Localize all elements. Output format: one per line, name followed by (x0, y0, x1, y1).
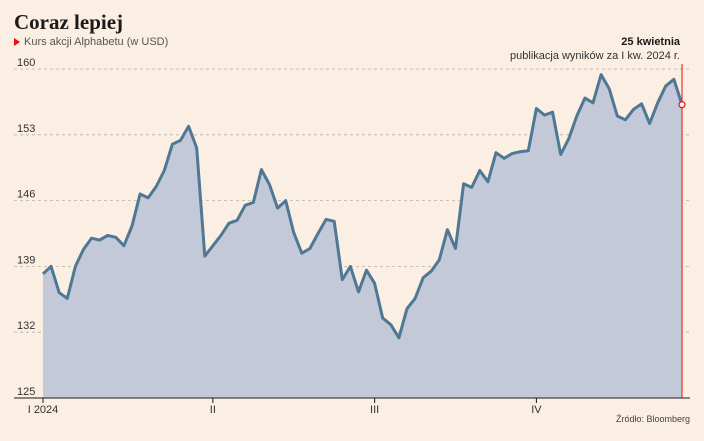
triangle-marker-icon (14, 38, 20, 46)
y-tick-label: 139 (17, 254, 35, 266)
y-tick-label: 125 (17, 386, 35, 398)
annotation-date: 25 kwietnia (621, 36, 680, 48)
chart-title: Coraz lepiej (14, 10, 124, 34)
y-tick-label: 132 (17, 320, 35, 332)
annotation-text: publikacja wyników za I kw. 2024 r. (510, 50, 680, 62)
price-line (41, 73, 684, 340)
y-tick-label: 160 (17, 57, 35, 69)
y-tick-label: 146 (17, 189, 35, 201)
subtitle-text: Kurs akcji Alphabetu (w USD) (24, 36, 169, 48)
annotation-marker-dot (678, 101, 686, 109)
y-axis-ticks: 125 132 139 146 153 160 (17, 57, 35, 398)
chart-subtitle: Kurs akcji Alphabetu (w USD) (14, 36, 168, 48)
x-tick-label: IV (531, 404, 542, 416)
earnings-annotation: 25 kwietnia publikacja wyników za I kw. … (510, 35, 680, 63)
x-axis-ticks: I 2024 II III IV (28, 398, 542, 416)
x-tick-label: I 2024 (28, 404, 59, 416)
source-note: Źródło: Bloomberg (615, 414, 690, 424)
x-tick-label: II (210, 404, 216, 416)
x-tick-label: III (370, 404, 379, 416)
y-tick-label: 153 (17, 123, 35, 135)
price-area (43, 74, 682, 398)
